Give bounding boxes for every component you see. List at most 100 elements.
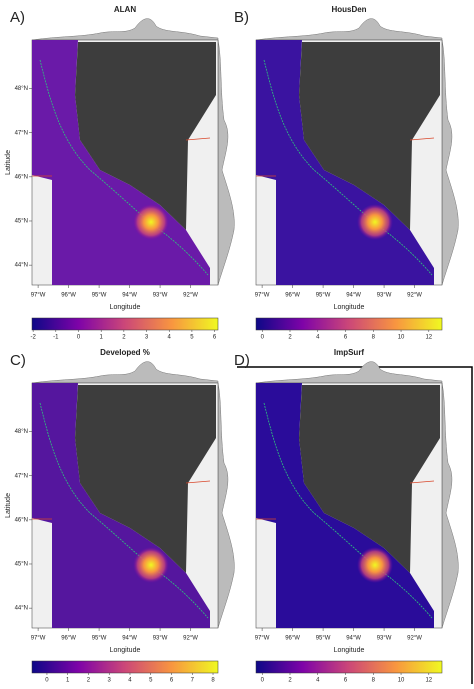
border (32, 137, 211, 177)
colorbar-tick-label: 1 (66, 678, 70, 684)
panel: A) ALAN 97°W 96°W 95°W 94°W 93°W 92°W Longitude 4… (5, 5, 235, 341)
x-tick-label: 93°W (377, 293, 392, 299)
colorbar-tick-label: 0 (261, 678, 265, 684)
colorbar-tick-label: 4 (128, 678, 132, 684)
colorbar-tick-label: 0 (77, 335, 81, 341)
colorbar-tick-label: 6 (170, 678, 174, 684)
colorbar-tick-label: 2 (288, 678, 292, 684)
river (263, 402, 433, 619)
river (263, 59, 433, 276)
right-density (441, 39, 459, 286)
y-tick-label: 46°N (15, 517, 28, 523)
y-axis-label: Latitude (5, 150, 12, 175)
frame (237, 366, 473, 684)
colorbar-tick-label: 4 (168, 335, 172, 341)
y-axis-label: Latitude (5, 493, 12, 518)
x-tick-label: 97°W (255, 293, 270, 299)
right-density (217, 39, 235, 286)
colorbar-tick-label: 8 (211, 678, 215, 684)
x-tick-label: 94°W (346, 293, 361, 299)
urban-hotspot (357, 547, 393, 583)
river (39, 59, 209, 276)
x-tick-label: 96°W (61, 636, 76, 642)
y-tick-label: 46°N (15, 174, 28, 180)
colorbar-tick-label: 4 (316, 678, 320, 684)
colorbar-tick-label: 4 (316, 335, 320, 341)
x-tick-label: 95°W (92, 293, 107, 299)
colorbar-tick-label: 3 (108, 678, 112, 684)
colorbar (31, 660, 219, 674)
x-tick-label: 97°W (31, 636, 46, 642)
colorbar-tick-label: 6 (344, 678, 348, 684)
border (256, 137, 435, 177)
x-tick-label: 92°W (407, 636, 422, 642)
colorbar-tick-label: 12 (425, 335, 432, 341)
colorbar-tick-label: 5 (149, 678, 153, 684)
x-tick-label: 95°W (316, 636, 331, 642)
x-tick-label: 94°W (346, 636, 361, 642)
colorbar-tick-label: 6 (344, 335, 348, 341)
x-tick-label: 94°W (122, 293, 137, 299)
x-tick-label: 93°W (153, 636, 168, 642)
colorbar-tick-label: 7 (191, 678, 195, 684)
masked-region (299, 42, 440, 230)
colorbar-tick-label: -1 (53, 335, 59, 341)
colorbar (31, 317, 219, 331)
urban-hotspot (133, 547, 169, 583)
masked-region (299, 385, 440, 573)
top-density (255, 18, 443, 41)
colorbar-tick-label: 5 (190, 335, 194, 341)
panel-letter: C) (10, 352, 26, 369)
colorbar (255, 317, 443, 331)
y-tick-label: 48°N (15, 86, 28, 92)
x-tick-label: 95°W (92, 636, 107, 642)
colorbar-tick-label: 10 (398, 678, 405, 684)
y-tick-label: 44°N (15, 606, 28, 612)
panel: B) HousDen 97°W 96°W 95°W 94°W 93°W 92°W Longitu… (234, 5, 459, 341)
urban-hotspot (133, 204, 169, 240)
top-density (31, 18, 219, 41)
top-density (255, 361, 443, 384)
x-axis-label: Longitude (110, 647, 141, 654)
colorbar-tick-label: 3 (145, 335, 149, 341)
colorbar-tick-label: 0 (45, 678, 49, 684)
border (256, 480, 435, 520)
x-tick-label: 96°W (285, 293, 300, 299)
x-tick-label: 96°W (285, 636, 300, 642)
colorbar-tick-label: 2 (288, 335, 292, 341)
colorbar-tick-label: 12 (425, 678, 432, 684)
x-tick-label: 94°W (122, 636, 137, 642)
panel-title: Developed % (100, 348, 150, 357)
panel-title: HousDen (331, 5, 366, 14)
colorbar-tick-label: 2 (122, 335, 126, 341)
top-density (31, 361, 219, 384)
x-tick-label: 92°W (183, 293, 198, 299)
x-tick-label: 92°W (407, 293, 422, 299)
y-tick-label: 48°N (15, 429, 28, 435)
x-axis-label: Longitude (334, 304, 365, 311)
colorbar (255, 660, 443, 674)
x-axis-label: Longitude (110, 304, 141, 311)
y-tick-label: 45°N (15, 219, 28, 225)
colorbar-tick-label: 1 (100, 335, 104, 341)
border (32, 480, 211, 520)
masked-region (75, 385, 216, 573)
x-tick-label: 95°W (316, 293, 331, 299)
panel-letter: A) (10, 9, 25, 26)
urban-hotspot (357, 204, 393, 240)
colorbar-tick-label: 6 (213, 335, 217, 341)
colorbar-tick-label: 10 (398, 335, 405, 341)
colorbar-tick-label: 0 (261, 335, 265, 341)
x-tick-label: 92°W (183, 636, 198, 642)
right-density (217, 382, 235, 629)
colorbar-tick-label: -2 (30, 335, 36, 341)
x-tick-label: 96°W (61, 293, 76, 299)
panel-letter: D) (234, 352, 250, 369)
right-density (441, 382, 459, 629)
colorbar-tick-label: 8 (372, 678, 376, 684)
panel: C) Developed % 97°W 96°W 95°W 94°W 93°W 92°W Lon… (5, 348, 235, 684)
panel-title: ImpSurf (334, 348, 365, 357)
river (39, 402, 209, 619)
colorbar-tick-label: 8 (372, 335, 376, 341)
